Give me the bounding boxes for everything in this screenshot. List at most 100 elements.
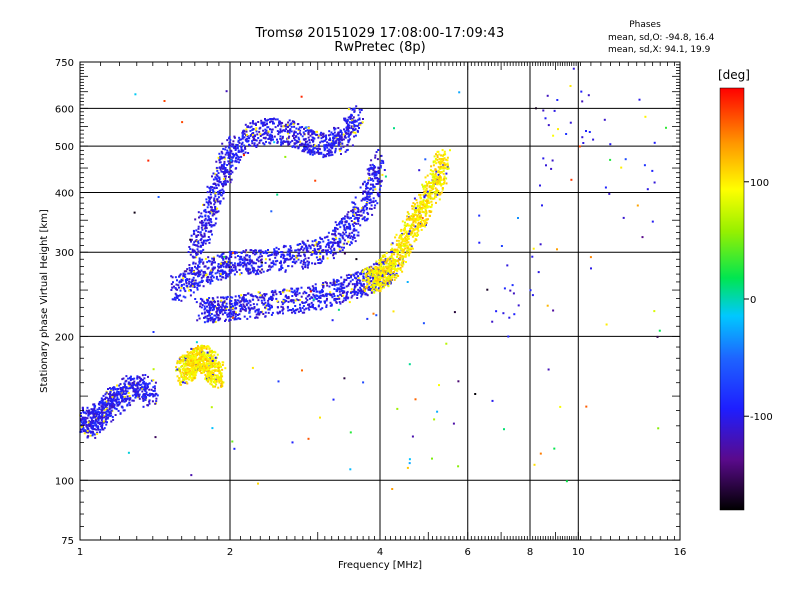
data-point (288, 131, 291, 134)
data-point (333, 247, 336, 250)
data-point (154, 381, 157, 384)
data-point (356, 284, 359, 287)
data-point (179, 368, 182, 371)
data-point (111, 416, 114, 418)
data-point (304, 130, 307, 132)
data-point (423, 221, 426, 223)
data-point (306, 260, 309, 263)
data-point (209, 314, 212, 317)
data-point (216, 180, 219, 183)
data-point (230, 150, 233, 153)
data-point (307, 307, 310, 310)
data-point (125, 399, 127, 402)
data-point (352, 211, 355, 214)
data-point (373, 165, 376, 167)
data-point (380, 282, 382, 285)
data-point (264, 301, 267, 304)
data-point (411, 218, 414, 221)
data-point (198, 258, 201, 261)
data-point (356, 282, 359, 285)
data-point (210, 302, 213, 305)
data-point (368, 167, 370, 170)
data-point (329, 145, 332, 148)
data-point (198, 284, 201, 287)
data-point (219, 273, 222, 276)
data-point (334, 252, 337, 255)
data-point (283, 299, 286, 302)
data-point (199, 302, 202, 305)
data-point (186, 374, 189, 377)
data-point (272, 122, 274, 125)
data-point (196, 271, 199, 274)
data-point (362, 197, 365, 200)
data-point (408, 216, 411, 218)
data-point (217, 193, 220, 196)
data-point (365, 274, 368, 277)
data-point (197, 211, 200, 214)
data-point (243, 144, 246, 147)
data-point (358, 122, 361, 125)
data-point (110, 420, 113, 423)
data-point (95, 419, 97, 422)
data-point (364, 190, 367, 193)
data-point (212, 189, 215, 192)
data-point (199, 250, 202, 253)
data-point (221, 253, 224, 255)
data-point (342, 299, 345, 302)
data-point (330, 142, 333, 145)
data-point (300, 286, 303, 289)
data-point (222, 296, 225, 299)
data-point (398, 242, 401, 245)
data-point (222, 185, 225, 188)
data-point (320, 290, 323, 293)
data-point (392, 271, 395, 273)
data-point (442, 167, 445, 170)
data-point (390, 253, 393, 256)
data-point (371, 213, 374, 216)
data-point (92, 432, 95, 435)
data-point (422, 185, 425, 188)
data-point (375, 174, 378, 177)
data-point (293, 255, 296, 258)
data-point (88, 420, 91, 423)
data-point (369, 271, 371, 274)
data-point (325, 253, 328, 256)
data-point (126, 395, 129, 398)
data-point (443, 180, 446, 183)
data-point (334, 151, 337, 154)
data-point (222, 265, 225, 268)
data-point (206, 314, 209, 317)
data-point (101, 426, 103, 429)
data-point (184, 362, 186, 365)
data-point (383, 262, 386, 265)
data-point (304, 146, 307, 149)
data-point (426, 192, 429, 195)
data-point (326, 149, 329, 152)
data-point (239, 255, 242, 258)
data-point (211, 233, 213, 236)
data-point (240, 294, 243, 297)
data-point (136, 375, 139, 378)
data-point (152, 395, 155, 397)
data-point (391, 264, 394, 267)
data-point (177, 361, 180, 364)
data-point (343, 227, 346, 230)
data-point (195, 301, 198, 304)
data-point (433, 155, 436, 158)
data-point (297, 258, 300, 261)
data-point (125, 379, 128, 382)
data-point (105, 391, 108, 394)
data-point (406, 238, 409, 241)
data-point (215, 173, 218, 176)
data-point (283, 261, 286, 264)
data-point (357, 288, 360, 291)
data-point (220, 309, 223, 311)
data-point (234, 147, 237, 150)
data-point (311, 153, 314, 156)
data-point (332, 243, 335, 246)
data-point (234, 304, 237, 307)
data-point (248, 263, 251, 266)
data-point (227, 151, 230, 154)
data-point (87, 427, 90, 430)
data-point (116, 384, 119, 387)
